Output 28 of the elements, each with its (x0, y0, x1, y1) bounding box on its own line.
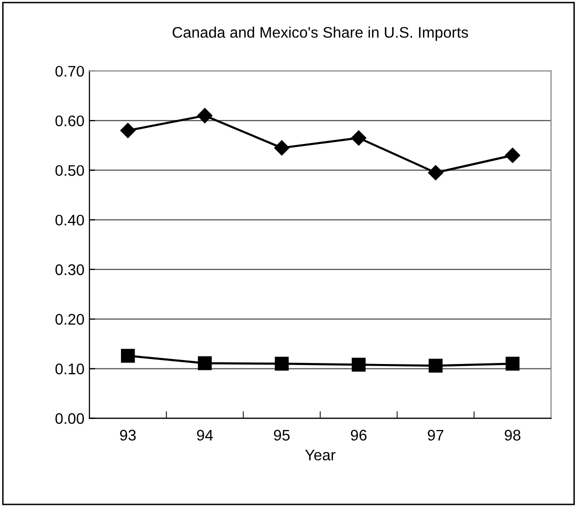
x-tick-label: 96 (350, 430, 367, 441)
y-tick-label: 0.70 (55, 66, 84, 77)
y-tick-label: 0.60 (55, 115, 84, 126)
point (351, 130, 366, 146)
x-tick-label: 94 (197, 430, 213, 441)
point (197, 108, 212, 124)
point (352, 358, 366, 372)
y-tick-label: 0.30 (55, 264, 84, 276)
point (428, 358, 443, 373)
y-tick-label: 0.20 (55, 314, 84, 325)
point (506, 356, 520, 371)
point (120, 122, 136, 138)
y-tick-label: 0.40 (55, 214, 84, 226)
point (505, 148, 520, 163)
point (198, 356, 212, 370)
y-tick-label: 0.00 (55, 413, 84, 424)
x-axis-title: Year (305, 450, 336, 460)
point (274, 356, 289, 371)
point (274, 140, 290, 156)
point (428, 165, 444, 180)
y-tick-label: 0.10 (55, 364, 84, 374)
y-tick-label: 0.50 (55, 165, 84, 176)
x-tick-label: 95 (274, 430, 290, 441)
chart-title: Canada and Mexico's Share in U.S. Imports (172, 26, 468, 41)
x-tick-label: 97 (428, 430, 444, 441)
x-tick-label: 98 (504, 430, 520, 441)
point (120, 348, 135, 363)
x-tick-label: 93 (120, 430, 136, 441)
